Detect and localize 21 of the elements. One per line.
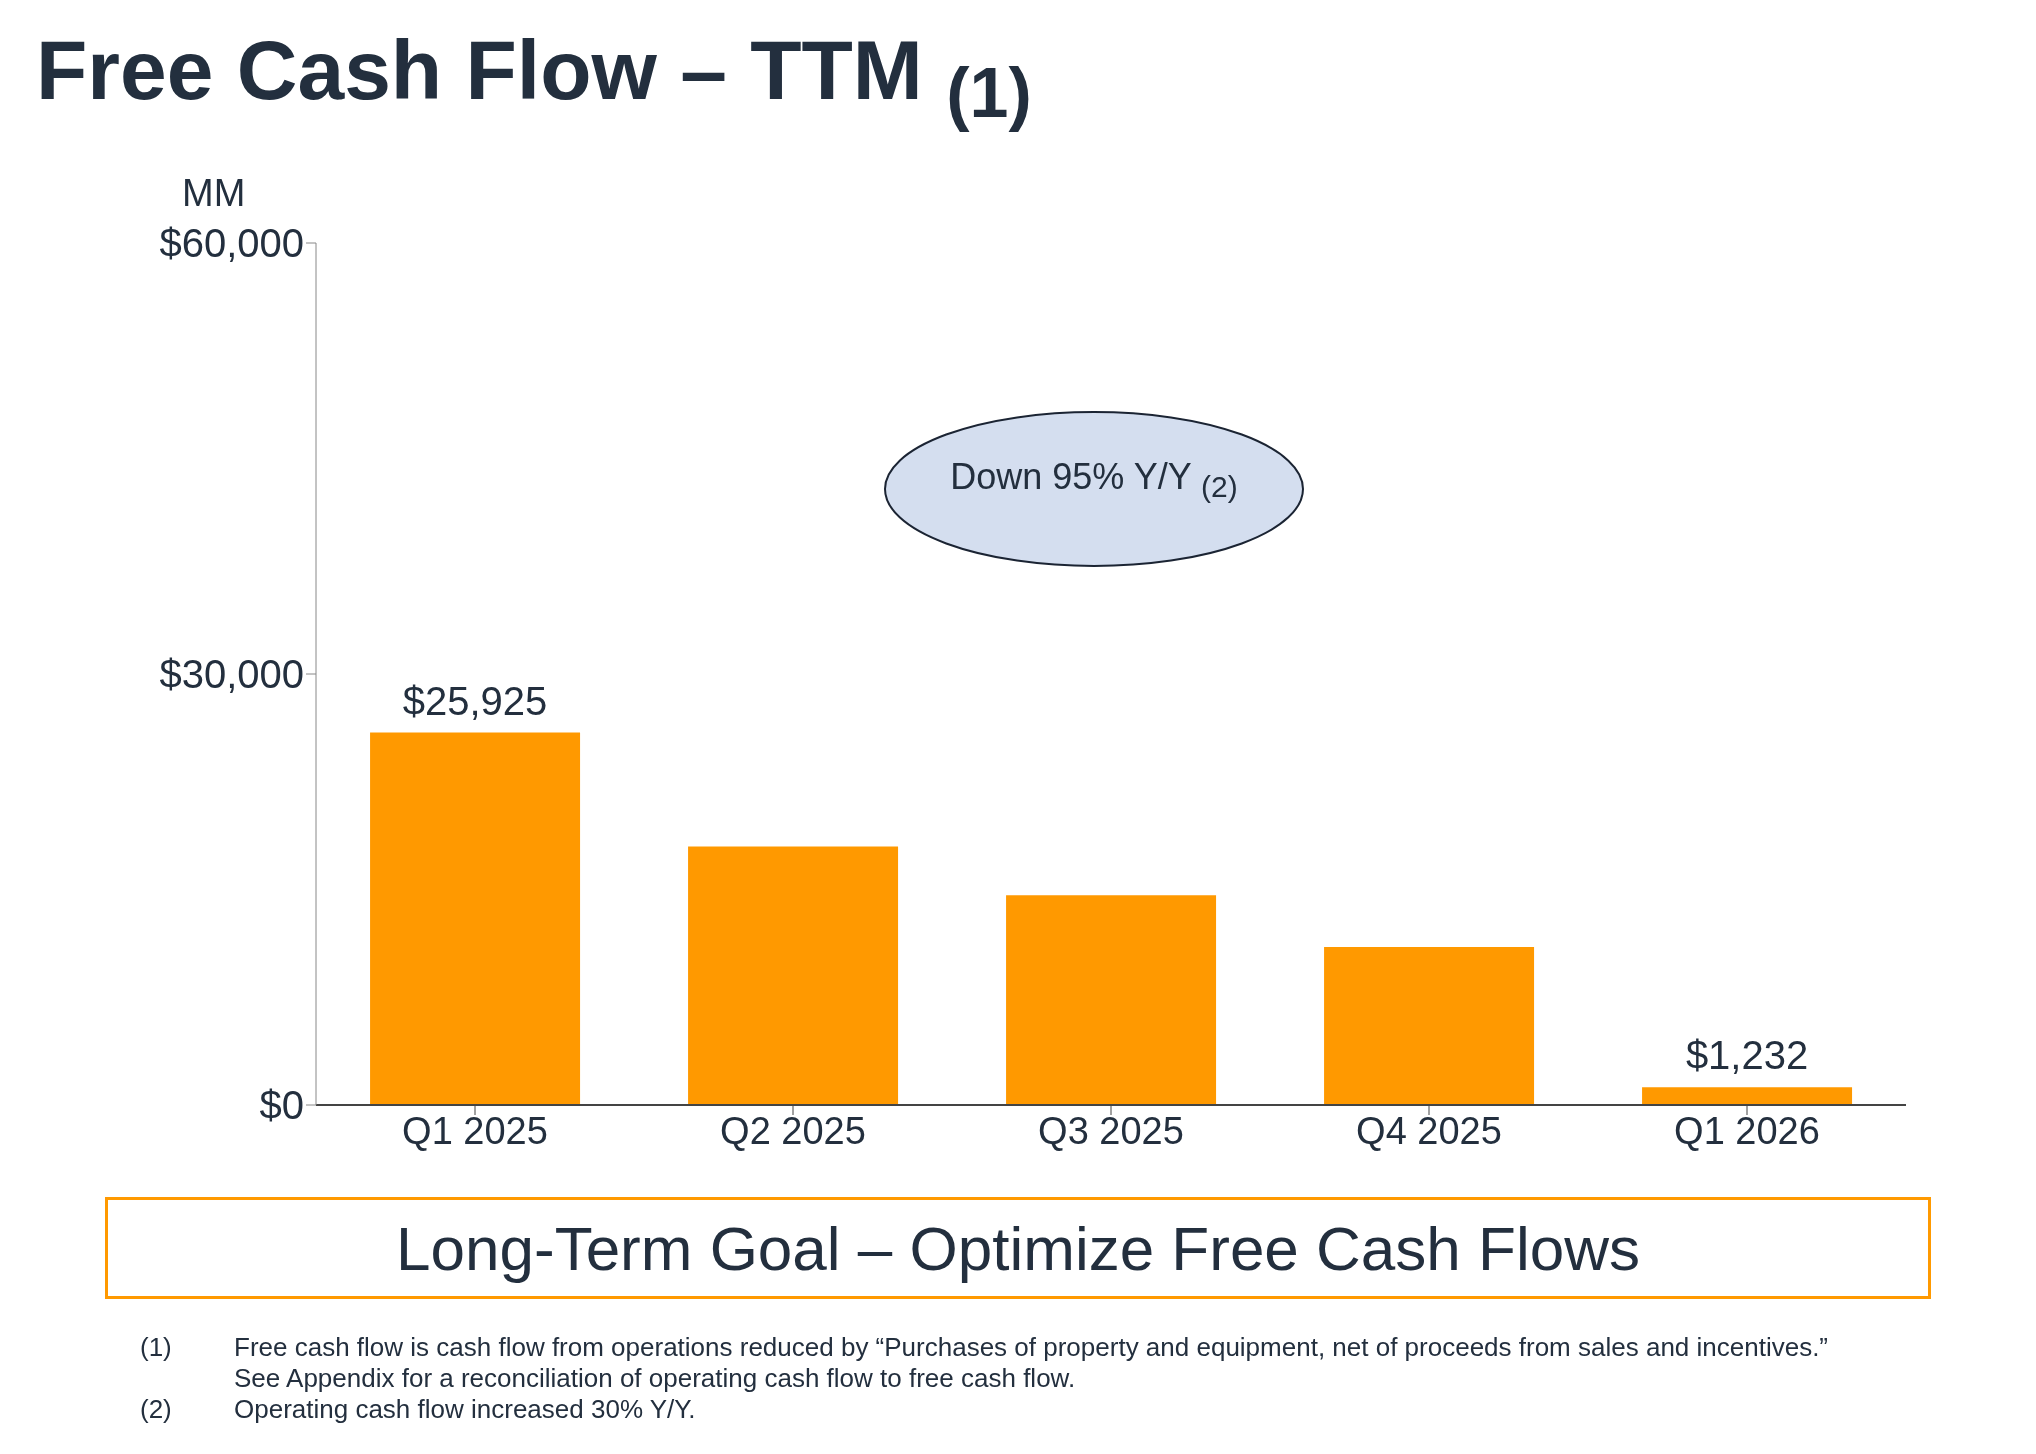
- x-tick-label: Q1 2025: [402, 1109, 548, 1152]
- data-label: $25,925: [402, 678, 548, 723]
- y-tick-label: $60,000: [159, 221, 304, 266]
- bar: [1642, 1087, 1853, 1105]
- text: (2) Operating cash flow increased 30% Y/Y.: [140, 1394, 696, 1424]
- bar: [1006, 895, 1217, 1105]
- x-tick-label: Q2 2025: [720, 1109, 866, 1152]
- y-tick-label: $0: [259, 1083, 304, 1128]
- data-label: $1,232: [1685, 1033, 1809, 1078]
- x-tick-label: Q4 2025: [1356, 1109, 1502, 1152]
- text: Long-Term Goal – Optimize Free Cash Flows: [105, 1197, 1931, 1299]
- annotation: Down 95% Y/Y $_{(2)}$: [950, 456, 1238, 504]
- y-axis-title: MM: [182, 172, 246, 215]
- y-tick-label: $30,000: [159, 652, 304, 697]
- bar: [370, 732, 581, 1105]
- bar: [1324, 946, 1535, 1105]
- x-tick-label: Q1 2026: [1674, 1109, 1820, 1152]
- bar: [688, 846, 899, 1105]
- x-tick-label: Q3 2025: [1038, 1109, 1184, 1152]
- chart-title: Free Cash Flow – TTM $_{(1)}$: [36, 23, 1032, 132]
- text: (1) Free cash flow is cash flow from operations reduced by “Purchases of property and equipment, net of proceeds from sales and incentives.” See Appendix for a reconciliation of operating cash flow to free cash flow.: [140, 1332, 1829, 1393]
